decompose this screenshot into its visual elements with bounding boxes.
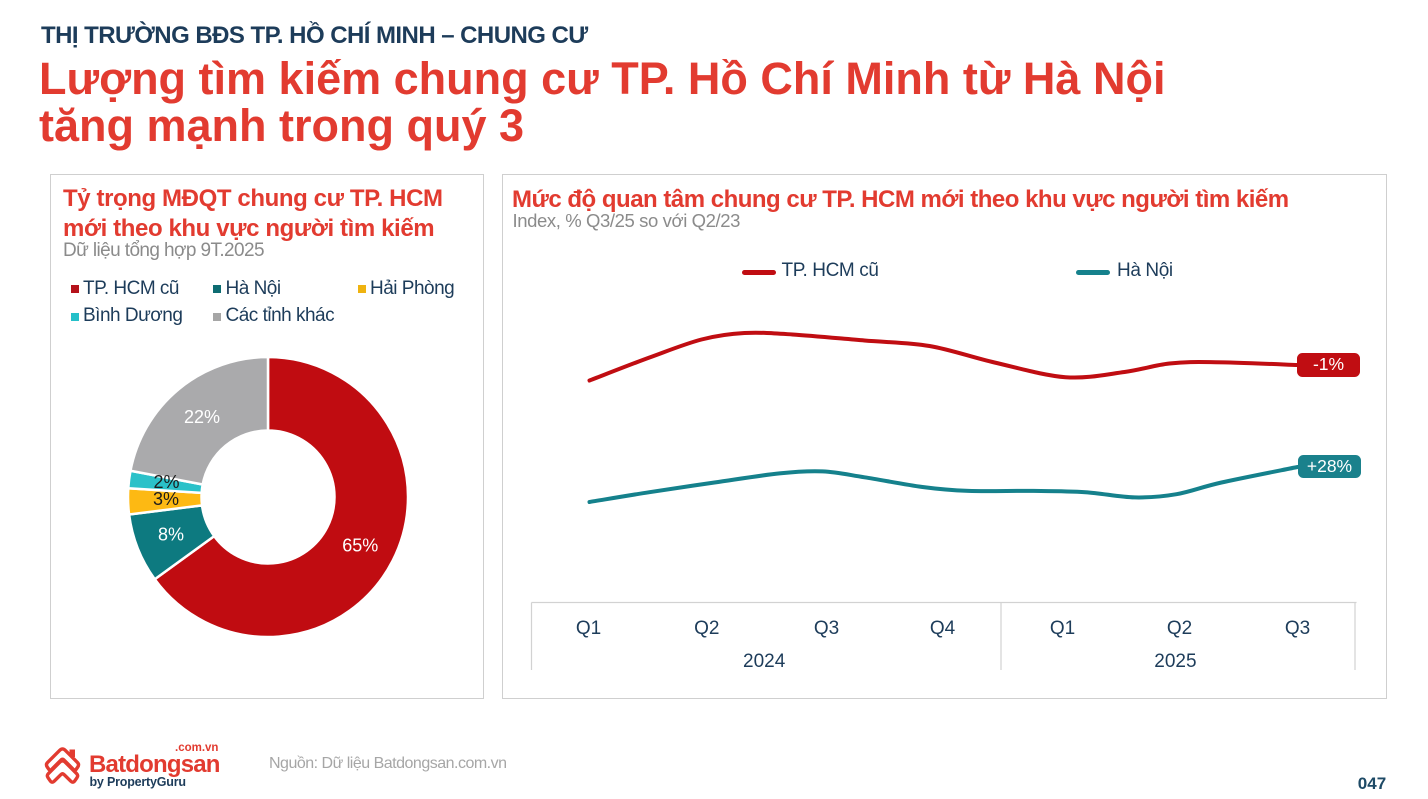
svg-text:Q1: Q1 — [575, 618, 600, 639]
svg-text:65%: 65% — [342, 535, 378, 555]
svg-text:Q4: Q4 — [929, 618, 955, 639]
svg-text:2024: 2024 — [743, 651, 786, 672]
svg-text:22%: 22% — [183, 407, 219, 427]
svg-text:2025: 2025 — [1154, 651, 1196, 672]
svg-text:2%: 2% — [153, 472, 179, 492]
svg-text:3%: 3% — [152, 489, 178, 509]
svg-text:8%: 8% — [157, 524, 183, 544]
svg-text:Q2: Q2 — [1166, 618, 1191, 639]
svg-text:Q3: Q3 — [1284, 618, 1309, 639]
svg-text:Q1: Q1 — [1049, 618, 1074, 639]
svg-text:Q3: Q3 — [813, 618, 838, 639]
svg-text:Q2: Q2 — [694, 618, 719, 639]
